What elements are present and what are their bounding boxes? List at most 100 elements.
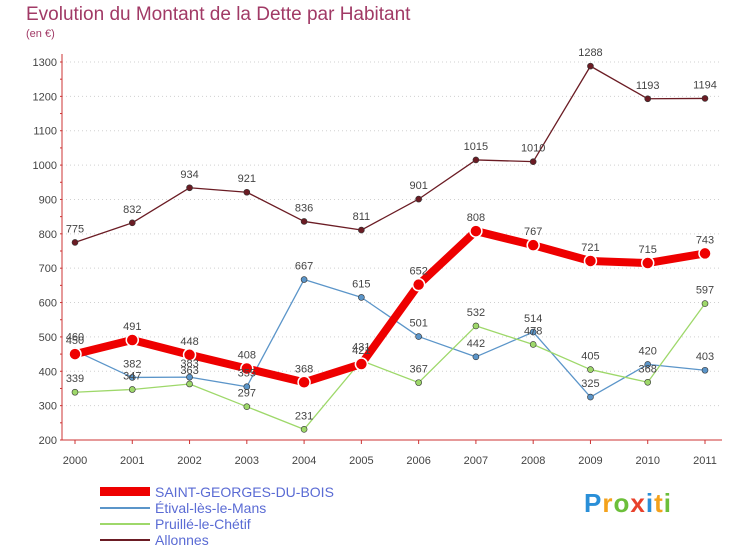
x-tick-label: 2005 bbox=[349, 455, 373, 467]
logo-letter: i bbox=[663, 488, 672, 518]
data-point bbox=[71, 239, 79, 246]
data-label: 921 bbox=[238, 173, 256, 185]
y-tick-label: 400 bbox=[39, 366, 57, 378]
data-label: 450 bbox=[66, 335, 84, 347]
data-point bbox=[186, 373, 193, 381]
data-label: 501 bbox=[409, 318, 427, 330]
data-label: 460 bbox=[66, 332, 84, 344]
data-label: 667 bbox=[295, 261, 313, 273]
legend-swatch bbox=[100, 539, 150, 541]
data-point bbox=[472, 156, 480, 164]
data-point bbox=[529, 158, 537, 165]
data-point bbox=[587, 62, 594, 70]
data-label: 1015 bbox=[464, 141, 488, 153]
data-point bbox=[472, 322, 480, 330]
data-label: 811 bbox=[353, 211, 371, 223]
x-tick-label: 2000 bbox=[63, 455, 87, 467]
data-label: 355 bbox=[238, 368, 256, 380]
data-label: 431 bbox=[352, 342, 370, 354]
data-point bbox=[297, 375, 311, 390]
data-point bbox=[71, 388, 79, 396]
data-label: 832 bbox=[123, 204, 141, 216]
data-point bbox=[354, 357, 369, 371]
data-label: 1194 bbox=[693, 79, 717, 91]
data-label: 934 bbox=[180, 169, 198, 181]
data-point bbox=[415, 333, 422, 340]
y-tick-label: 1300 bbox=[33, 57, 57, 69]
data-point bbox=[411, 277, 426, 292]
data-point bbox=[415, 379, 422, 386]
data-point bbox=[529, 341, 537, 348]
data-label: 405 bbox=[581, 351, 599, 363]
data-label: 339 bbox=[66, 373, 84, 385]
x-tick-label: 2008 bbox=[521, 455, 545, 467]
data-point bbox=[186, 184, 193, 192]
data-point bbox=[644, 361, 652, 368]
legend-label: SAINT-GEORGES-DU-BOIS bbox=[155, 484, 334, 500]
data-point bbox=[358, 294, 365, 301]
data-label: 231 bbox=[295, 410, 313, 422]
x-tick-label: 2009 bbox=[578, 455, 602, 467]
data-point bbox=[128, 386, 136, 393]
data-point bbox=[182, 348, 197, 362]
legend-label: Allonnes bbox=[155, 532, 209, 548]
data-point bbox=[644, 378, 652, 386]
logo-letter: r bbox=[602, 488, 614, 518]
chart-title: Evolution du Montant de la Dette par Hab… bbox=[26, 4, 411, 25]
data-point bbox=[243, 188, 251, 196]
y-tick-label: 600 bbox=[39, 298, 57, 310]
logo-letter: x bbox=[630, 488, 646, 518]
data-label: 514 bbox=[524, 313, 542, 325]
data-point bbox=[300, 218, 308, 225]
legend-label: Étival-lès-le-Mans bbox=[155, 500, 267, 516]
series-line bbox=[74, 278, 706, 398]
data-label: 775 bbox=[66, 223, 84, 235]
data-label: 743 bbox=[696, 234, 714, 246]
y-tick-label: 200 bbox=[39, 435, 57, 447]
data-point bbox=[358, 226, 365, 234]
data-label: 408 bbox=[238, 350, 256, 362]
data-point bbox=[469, 224, 483, 238]
data-label: 382 bbox=[123, 358, 141, 370]
data-label: 615 bbox=[352, 278, 370, 290]
data-label: 368 bbox=[639, 363, 657, 375]
y-tick-label: 500 bbox=[39, 332, 57, 344]
y-tick-label: 1000 bbox=[33, 160, 57, 172]
data-point bbox=[125, 333, 140, 347]
data-label: 715 bbox=[639, 244, 657, 256]
data-label: 368 bbox=[295, 363, 313, 375]
legend-swatch bbox=[100, 523, 150, 525]
data-point bbox=[243, 383, 251, 391]
data-label: 721 bbox=[581, 242, 599, 254]
data-point bbox=[701, 366, 709, 374]
x-tick-label: 2001 bbox=[120, 455, 144, 467]
data-label: 532 bbox=[467, 307, 485, 319]
y-tick-label: 300 bbox=[39, 401, 57, 413]
data-label: 442 bbox=[467, 338, 485, 350]
data-label: 1288 bbox=[578, 47, 602, 59]
proxiti-logo: Proxiti bbox=[584, 488, 672, 519]
series-line bbox=[74, 65, 706, 244]
data-point bbox=[243, 403, 251, 410]
x-tick-label: 2010 bbox=[635, 455, 659, 467]
y-tick-label: 800 bbox=[39, 229, 57, 241]
data-label: 901 bbox=[409, 180, 427, 192]
x-tick-label: 2003 bbox=[235, 455, 259, 467]
data-point bbox=[583, 254, 598, 268]
legend-swatch bbox=[100, 507, 150, 509]
data-point bbox=[526, 238, 540, 252]
data-label: 420 bbox=[639, 345, 657, 357]
data-label: 297 bbox=[238, 388, 256, 400]
legend-swatch bbox=[100, 487, 150, 496]
data-point bbox=[300, 426, 308, 433]
legend-label: Pruillé-le-Chétif bbox=[155, 516, 251, 532]
data-label: 1193 bbox=[636, 80, 660, 92]
data-point bbox=[415, 195, 422, 203]
data-point bbox=[640, 256, 655, 270]
data-label: 597 bbox=[696, 285, 714, 297]
data-label: 808 bbox=[467, 212, 485, 224]
data-label: 767 bbox=[524, 226, 542, 238]
data-point bbox=[587, 366, 594, 373]
